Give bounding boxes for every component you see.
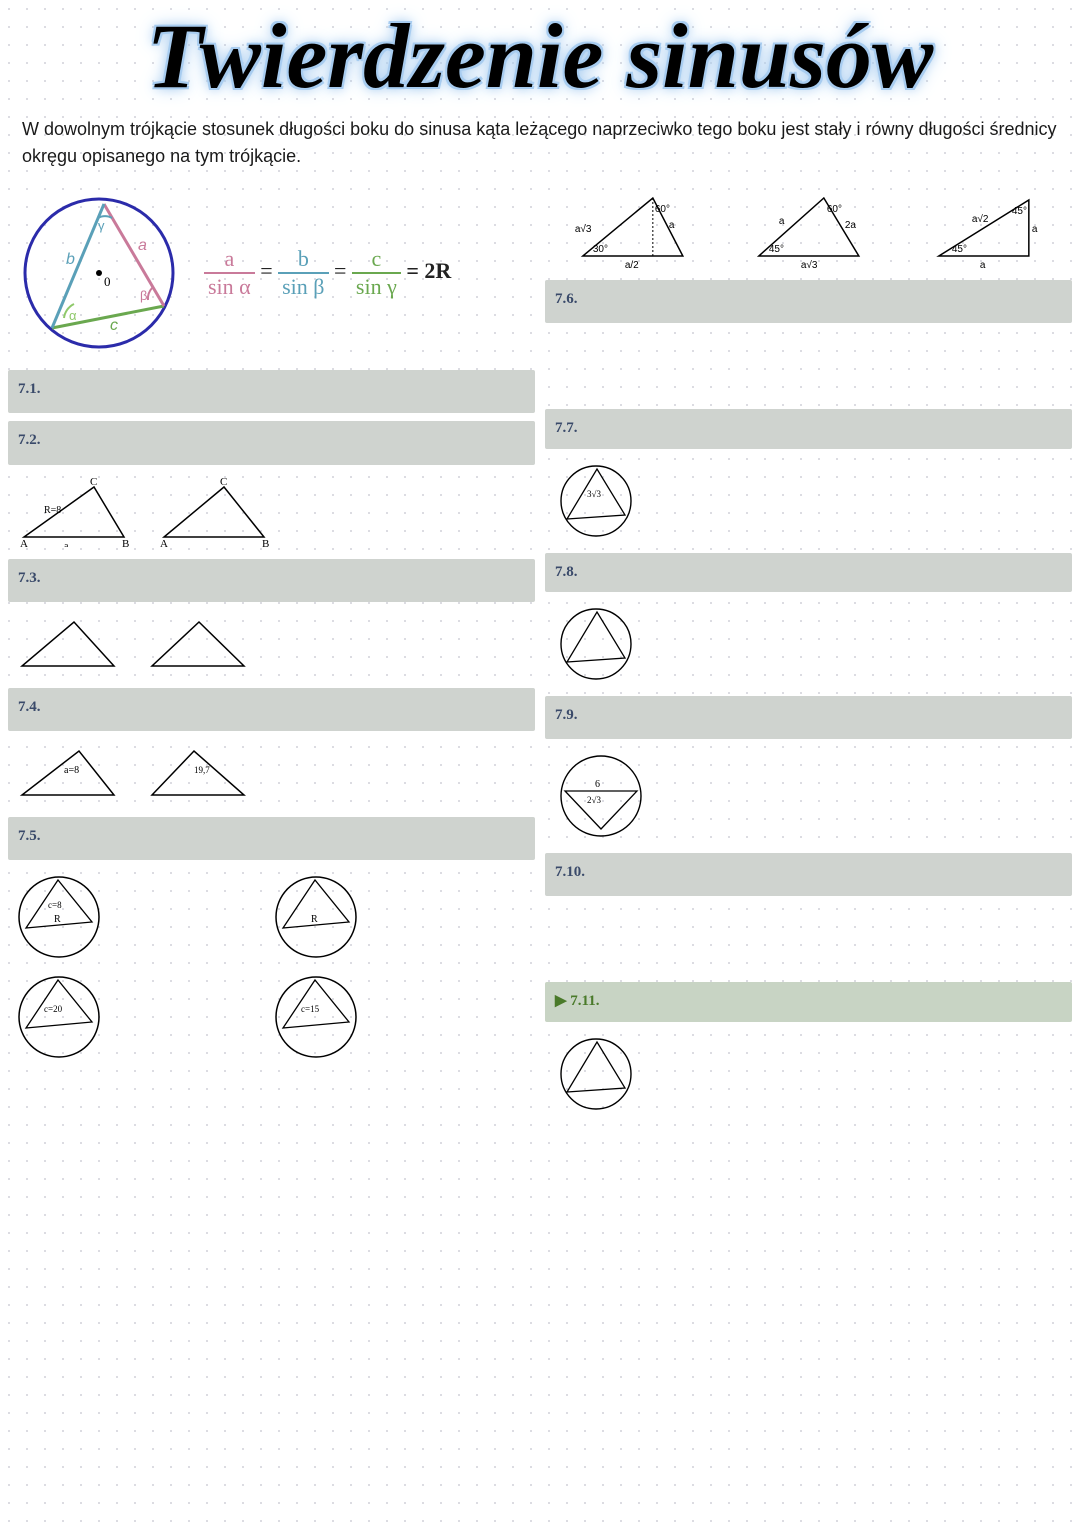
svg-text:a: a: [64, 541, 69, 547]
circumscribed-triangle-diagram: 0 α β γ a b c: [14, 188, 184, 358]
svg-text:R: R: [311, 914, 318, 925]
svg-text:γ: γ: [98, 218, 105, 233]
exercise-7-7: 7.7.: [545, 409, 1072, 448]
svg-text:60°: 60°: [827, 204, 842, 215]
svg-text:c=15: c=15: [301, 1004, 320, 1014]
svg-text:45°: 45°: [952, 244, 967, 255]
svg-text:a√3: a√3: [575, 223, 592, 235]
reference-triangles: 30° 60° a√3 a a/2 45° 60° a 2a a√3 45° 45° a√…: [545, 184, 1072, 272]
svg-text:c: c: [110, 317, 118, 334]
svg-text:a: a: [1032, 224, 1038, 235]
svg-text:C: C: [90, 477, 97, 488]
intro-text: W dowolnym trójkącie stosunek długości b…: [0, 108, 1080, 184]
exercise-7-2: 7.2.: [8, 421, 535, 464]
svg-text:b: b: [66, 251, 75, 268]
exercise-7-9: 7.9.: [545, 696, 1072, 739]
svg-text:6: 6: [595, 779, 600, 790]
svg-text:R=8: R=8: [44, 505, 61, 516]
svg-text:45°: 45°: [1012, 206, 1027, 217]
work-7-9: 6 2√3: [545, 747, 1072, 845]
left-column: 0 α β γ a b c asin α =: [8, 184, 535, 1118]
exercise-7-4: 7.4.: [8, 688, 535, 731]
svg-text:0: 0: [104, 274, 111, 289]
right-column: 30° 60° a√3 a a/2 45° 60° a 2a a√3 45° 45° a√…: [545, 184, 1072, 1118]
svg-text:a√2: a√2: [972, 213, 989, 225]
work-7-5: Rc=8 R c=20 c=15: [8, 868, 535, 1066]
svg-text:R: R: [54, 914, 61, 925]
svg-text:45°: 45°: [769, 244, 784, 255]
svg-text:a: a: [138, 237, 147, 254]
svg-text:30°: 30°: [593, 244, 608, 255]
svg-text:α: α: [69, 308, 77, 323]
svg-text:a: a: [980, 260, 986, 268]
work-7-4: a=8 19,7: [8, 739, 535, 809]
work-7-11: [545, 1030, 1072, 1118]
svg-text:a: a: [669, 220, 675, 231]
work-7-3: [8, 610, 535, 680]
svg-text:A: A: [20, 538, 28, 547]
content-columns: 0 α β γ a b c asin α =: [0, 184, 1080, 1118]
exercise-7-5: 7.5.: [8, 817, 535, 860]
exercise-7-6: 7.6.: [545, 280, 1072, 323]
svg-text:2√3: 2√3: [587, 795, 601, 805]
work-7-8: [545, 600, 1072, 688]
svg-text:β: β: [140, 288, 147, 303]
sine-law-formula: asin α = bsin β = csin γ = 2R: [204, 246, 451, 300]
svg-text:A: A: [160, 538, 168, 547]
svg-text:C: C: [220, 477, 227, 488]
svg-text:60°: 60°: [655, 204, 670, 215]
work-7-6: [545, 331, 1072, 401]
svg-text:2a: 2a: [845, 220, 857, 231]
svg-text:c=8: c=8: [48, 900, 62, 910]
exercise-7-8: 7.8.: [545, 553, 1072, 592]
work-7-2: A B Ca R=8 A B C: [8, 473, 535, 551]
exercise-7-1: 7.1.: [8, 370, 535, 413]
svg-text:3√3: 3√3: [587, 489, 601, 499]
theorem-figure-row: 0 α β γ a b c asin α =: [8, 184, 535, 362]
exercise-7-11: ▶ 7.11.: [545, 982, 1072, 1021]
svg-text:B: B: [122, 538, 129, 547]
svg-text:a√3: a√3: [801, 259, 818, 268]
svg-text:19,7: 19,7: [194, 765, 210, 775]
exercise-7-3: 7.3.: [8, 559, 535, 602]
svg-text:B: B: [262, 538, 269, 547]
work-7-10: [545, 904, 1072, 974]
exercise-number: 7.1.: [18, 381, 41, 397]
svg-text:a: a: [779, 216, 785, 227]
svg-text:a/2: a/2: [625, 260, 639, 268]
svg-text:a=8: a=8: [64, 765, 79, 776]
exercise-7-10: 7.10.: [545, 853, 1072, 896]
work-7-7: 3√3: [545, 457, 1072, 545]
page-title: Twierdzenie sinusów: [0, 0, 1080, 108]
svg-text:c=20: c=20: [44, 1004, 63, 1014]
